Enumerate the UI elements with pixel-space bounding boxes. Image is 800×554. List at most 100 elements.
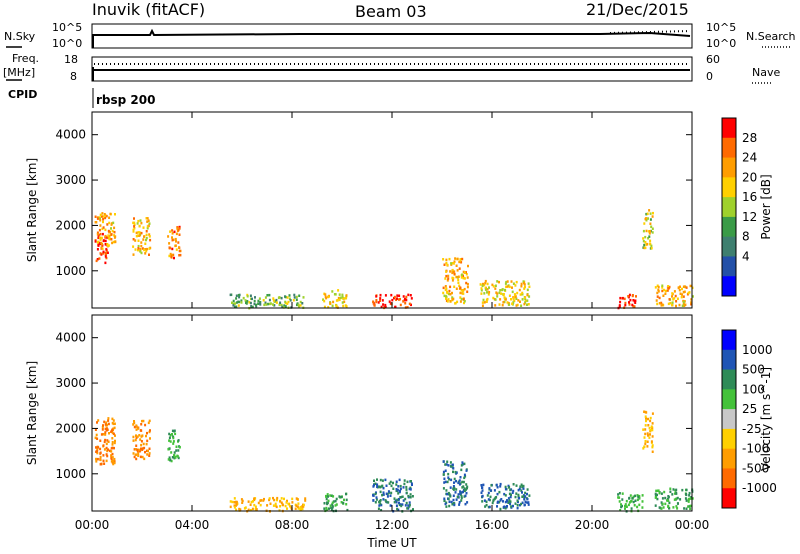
velocity-cell <box>399 487 402 491</box>
velocity-cell <box>644 415 647 418</box>
power-cell <box>484 288 487 291</box>
power-cell <box>140 241 143 244</box>
power-cell <box>171 238 174 242</box>
power-cell <box>658 296 661 300</box>
velocity-cell <box>269 502 272 505</box>
power-cell <box>259 302 261 305</box>
velocity-cell <box>253 503 256 507</box>
velocity-cell <box>687 500 690 503</box>
velocity-cell <box>137 454 140 457</box>
velocity-cell <box>480 484 483 487</box>
velocity-cell <box>111 437 114 440</box>
power-cell <box>667 302 670 306</box>
power-cell <box>528 295 531 298</box>
power-cell <box>253 299 256 303</box>
power-cell <box>451 271 454 275</box>
velocity-cell <box>395 501 398 504</box>
velocity-cell <box>94 436 97 440</box>
velocity-cell <box>113 441 116 445</box>
power-cell <box>295 295 298 299</box>
power-cell <box>651 227 654 230</box>
velocity-cell <box>512 483 515 486</box>
velocity-cell <box>496 492 499 496</box>
velocity-cell <box>274 502 277 506</box>
velocity-cell <box>168 432 171 436</box>
power-cell <box>249 294 252 297</box>
power-cell <box>145 230 148 233</box>
power-data-layer <box>94 209 694 310</box>
velocity-cell <box>295 497 298 500</box>
velocity-cell <box>171 433 173 436</box>
velocity-cell <box>460 495 463 498</box>
power-cell <box>101 227 104 231</box>
velocity-cell <box>459 490 462 493</box>
velocity-cell <box>496 505 498 508</box>
power-cell <box>133 223 136 226</box>
power-cell <box>107 234 110 237</box>
velocity-cell <box>279 505 282 508</box>
power-cell <box>262 299 265 302</box>
power-cell <box>642 237 645 240</box>
velocity-cell <box>113 446 115 450</box>
power-cell <box>648 235 651 238</box>
velocity-cell <box>509 488 512 492</box>
power-cell <box>171 247 174 251</box>
power-cell <box>148 235 151 238</box>
velocity-cell <box>171 429 174 433</box>
velocity-cell <box>651 422 654 425</box>
velocity-cell <box>104 438 107 442</box>
y-tick-label: 4000 <box>55 331 86 345</box>
velocity-cell <box>111 421 114 425</box>
velocity-cell <box>453 502 456 505</box>
power-cell <box>279 301 282 304</box>
velocity-cell <box>460 496 463 500</box>
power-cell <box>298 294 301 297</box>
power-cell <box>513 299 516 303</box>
power-cell <box>516 303 519 307</box>
power-cell <box>461 289 464 292</box>
velocity-cell <box>519 503 521 507</box>
velocity-cell <box>691 497 694 500</box>
velocity-cell <box>107 417 110 420</box>
power-cell <box>280 296 283 300</box>
velocity-cell <box>331 506 334 509</box>
velocity-cell <box>334 504 337 507</box>
velocity-cell <box>406 480 409 484</box>
power-cell <box>485 300 488 303</box>
velocity-cell <box>254 508 257 511</box>
velocity-cell <box>405 491 408 495</box>
velocity-cell <box>405 485 408 489</box>
velocity-cell <box>394 499 397 502</box>
power-cell <box>619 296 622 300</box>
velocity-cell <box>177 456 180 460</box>
velocity-cell <box>649 416 652 420</box>
power-cell <box>526 303 528 306</box>
y-tick-label: 2000 <box>55 218 86 232</box>
velocity-cell <box>449 486 452 489</box>
power-colorbar-tick-label: 12 <box>742 210 757 224</box>
power-cell <box>480 289 483 292</box>
power-cell <box>654 286 657 289</box>
velocity-cell <box>666 499 668 502</box>
velocity-cell <box>397 485 400 488</box>
power-cell <box>656 284 659 287</box>
velocity-cell <box>396 488 399 492</box>
velocity-cell <box>372 494 374 497</box>
velocity-cell <box>275 498 278 502</box>
velocity-cell <box>618 500 621 503</box>
velocity-cell <box>102 433 105 436</box>
velocity-cell <box>458 479 461 482</box>
power-cell <box>683 304 686 307</box>
power-cell <box>168 246 171 250</box>
power-cell <box>453 285 456 288</box>
power-cell <box>133 221 136 225</box>
power-cell <box>325 296 328 300</box>
power-colorbar-swatch <box>722 137 736 159</box>
power-cell <box>481 301 484 304</box>
velocity-cell <box>644 410 647 414</box>
velocity-cell <box>379 499 382 502</box>
freq-label: Freq. <box>12 52 40 65</box>
power-cell <box>652 211 654 215</box>
velocity-cell <box>278 509 281 512</box>
power-cell <box>146 247 148 251</box>
